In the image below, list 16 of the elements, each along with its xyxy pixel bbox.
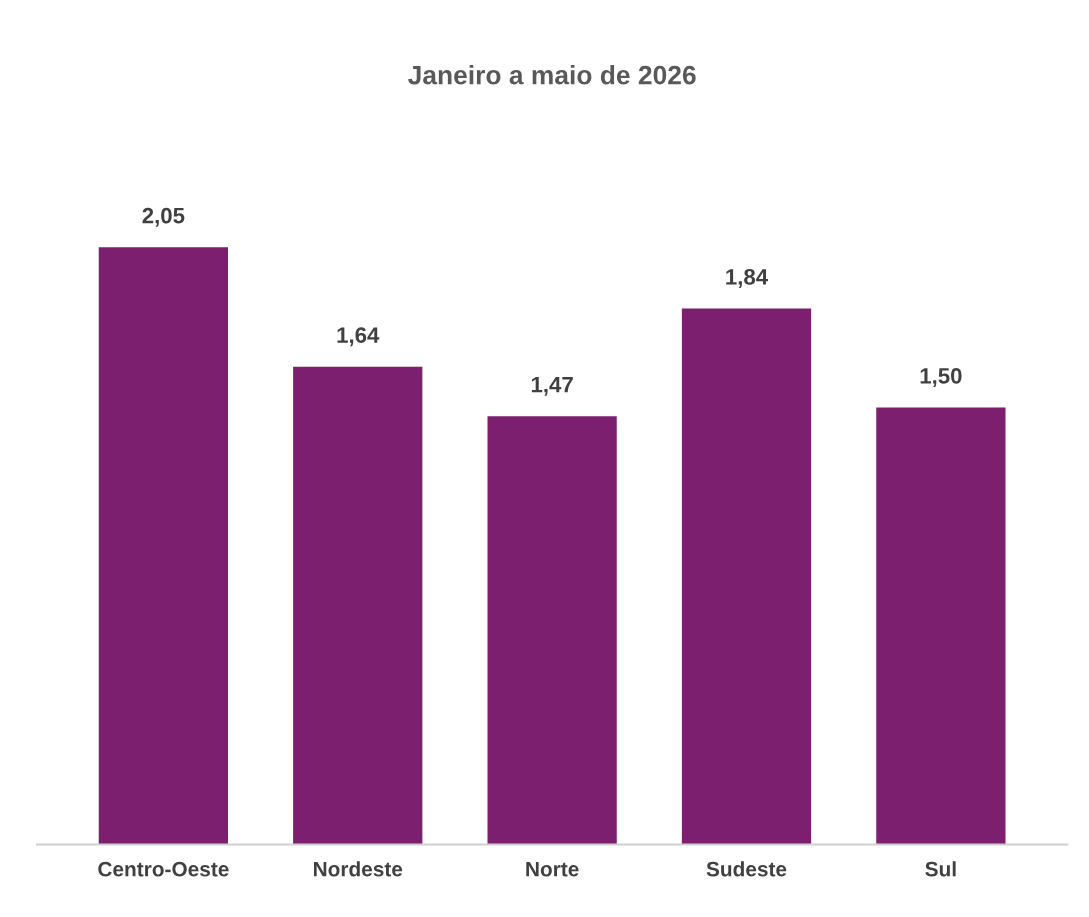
chart-title: Janeiro a maio de 2026 (408, 65, 696, 85)
bar (681, 308, 812, 845)
x-tick-label: Sul (925, 861, 956, 877)
data-label: 1,84 (726, 268, 769, 288)
x-tick-label: Norte (526, 861, 579, 877)
data-label: 1,64 (337, 327, 380, 347)
bar (876, 407, 1006, 845)
bar (487, 416, 617, 845)
data-label: 1,50 (920, 368, 962, 387)
x-tick-label: Nordeste (313, 861, 403, 877)
x-tick-label: Centro-Oeste (98, 861, 229, 877)
data-label: 2,05 (142, 207, 185, 227)
data-label: 1,47 (531, 376, 573, 396)
bar (293, 366, 423, 845)
x-tick-label: Sudeste (706, 861, 787, 877)
bar (98, 247, 228, 845)
